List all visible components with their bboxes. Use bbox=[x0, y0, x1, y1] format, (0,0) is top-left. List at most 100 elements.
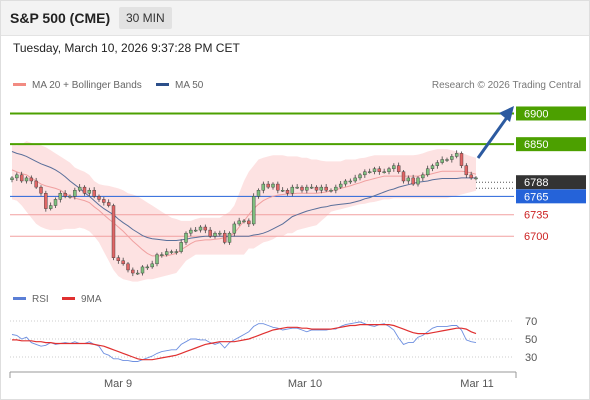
candle-body bbox=[218, 232, 222, 235]
ma50-value-label: 6765 bbox=[524, 191, 548, 203]
rsi-tick-label: 70 bbox=[525, 316, 537, 328]
candle-body bbox=[454, 153, 459, 157]
candle-body bbox=[343, 180, 348, 185]
candle-body bbox=[280, 189, 285, 192]
candle-body bbox=[184, 232, 188, 243]
candle-body bbox=[19, 174, 24, 182]
bollinger-label: MA 20 + Bollinger Bands bbox=[32, 80, 142, 91]
rsi-label: RSI bbox=[32, 294, 49, 305]
candle-body bbox=[97, 196, 101, 200]
candle-body bbox=[106, 202, 111, 206]
candle-body bbox=[329, 189, 333, 192]
x-axis-label: Mar 10 bbox=[288, 378, 322, 390]
candle-body bbox=[435, 162, 440, 166]
candle-body bbox=[63, 193, 67, 197]
candle-body bbox=[164, 251, 169, 255]
candle-body bbox=[261, 183, 266, 191]
candle-body bbox=[179, 242, 183, 252]
ma50-label: MA 50 bbox=[175, 80, 204, 91]
copyright-notice: Research © 2026 Trading Central bbox=[431, 80, 581, 91]
candle-body bbox=[232, 223, 237, 234]
candle-body bbox=[73, 189, 77, 197]
candle-body bbox=[242, 220, 246, 223]
candle-body bbox=[58, 193, 63, 200]
candle-body bbox=[150, 263, 154, 268]
candle-body bbox=[116, 257, 121, 261]
candle-body bbox=[189, 229, 193, 234]
candle-body bbox=[227, 232, 232, 243]
candle-body bbox=[305, 186, 309, 191]
candle-body bbox=[140, 266, 145, 274]
candle-body bbox=[425, 168, 430, 176]
candle-body bbox=[314, 186, 319, 191]
candle-body bbox=[348, 180, 353, 183]
candle-body bbox=[276, 183, 280, 191]
candle-body bbox=[87, 189, 92, 194]
candle-body bbox=[102, 199, 106, 203]
candle-body bbox=[92, 189, 96, 197]
candle-body bbox=[198, 226, 203, 231]
candle-body bbox=[401, 171, 406, 182]
candle-body bbox=[382, 171, 386, 173]
rsi-ma9-swatch bbox=[62, 296, 75, 300]
symbol-title: S&P 500 (CME) bbox=[10, 10, 111, 26]
legend-bollinger: MA 20 + Bollinger Bands bbox=[13, 80, 142, 91]
rsi-tick-label: 50 bbox=[525, 334, 537, 346]
rsi-line bbox=[11, 321, 477, 362]
candle-body bbox=[363, 171, 367, 176]
candle-body bbox=[416, 177, 420, 185]
level-label-6735: 6735 bbox=[524, 210, 548, 222]
candle-body bbox=[358, 174, 362, 179]
candle-body bbox=[290, 186, 295, 194]
candle-body bbox=[319, 186, 324, 191]
candle-body bbox=[411, 177, 415, 185]
candle-body bbox=[256, 189, 261, 197]
forecast-arrow-head bbox=[499, 106, 514, 122]
candles-group bbox=[10, 150, 478, 277]
last-price-label: 6788 bbox=[524, 177, 548, 189]
timeframe-badge[interactable]: 30 MIN bbox=[119, 7, 172, 29]
candle-body bbox=[377, 168, 382, 172]
x-axis-label: Mar 9 bbox=[104, 378, 132, 390]
chart-header: S&P 500 (CME) 30 MIN bbox=[0, 0, 590, 36]
candle-body bbox=[68, 196, 72, 198]
ma50-swatch bbox=[156, 82, 169, 86]
rsi-ma9-label: 9MA bbox=[81, 294, 102, 305]
candle-body bbox=[392, 165, 396, 169]
candle-body bbox=[464, 165, 469, 176]
level-label-6900: 6900 bbox=[524, 108, 548, 120]
candle-body bbox=[450, 156, 454, 160]
candle-body bbox=[203, 226, 208, 231]
candle-body bbox=[440, 159, 444, 163]
candle-body bbox=[48, 205, 53, 209]
candle-body bbox=[300, 186, 304, 191]
candle-body bbox=[10, 177, 14, 180]
candle-body bbox=[160, 254, 164, 256]
level-label-6850: 6850 bbox=[524, 139, 548, 151]
candle-body bbox=[247, 220, 251, 225]
candle-body bbox=[111, 205, 116, 258]
candle-body bbox=[53, 199, 58, 206]
level-label-6850-bg bbox=[516, 137, 586, 152]
candle-body bbox=[145, 266, 150, 269]
candle-body bbox=[406, 177, 411, 182]
candle-body bbox=[396, 165, 401, 172]
candle-body bbox=[285, 189, 290, 194]
level-label-6700: 6700 bbox=[524, 231, 548, 243]
candle-body bbox=[251, 196, 256, 225]
candle-body bbox=[126, 263, 130, 271]
candle-body bbox=[169, 251, 174, 253]
candle-body bbox=[324, 186, 328, 191]
candle-body bbox=[34, 180, 38, 188]
candle-body bbox=[77, 186, 82, 191]
rsi-ma9-line bbox=[12, 324, 477, 361]
candle-body bbox=[421, 174, 425, 179]
candle-body bbox=[353, 177, 357, 182]
candle-body bbox=[222, 232, 227, 243]
candle-body bbox=[387, 168, 391, 172]
candle-body bbox=[24, 177, 29, 182]
last-price-label-bg bbox=[516, 175, 586, 190]
legend-rsi: RSI bbox=[13, 294, 49, 305]
bollinger-swatch bbox=[13, 82, 26, 86]
